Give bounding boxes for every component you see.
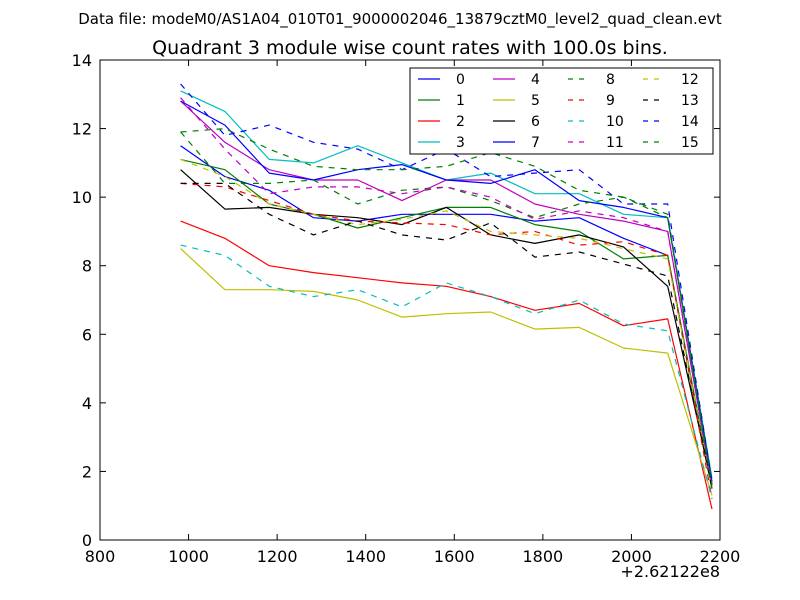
legend-label-4: 4 [531,72,540,88]
y-tick-label: 0 [82,531,92,550]
legend-box [409,67,714,155]
series-line-2 [180,220,713,510]
legend-label-11: 11 [606,135,624,151]
y-tick-label: 12 [72,120,92,139]
y-tick-label: 14 [72,51,92,70]
series-line-7 [180,100,713,482]
legend-label-8: 8 [606,72,615,88]
legend-label-15: 15 [681,135,699,151]
x-tick-label: 1200 [257,547,298,566]
legend-label-13: 13 [681,93,699,109]
y-tick-label: 4 [82,394,92,413]
series-line-15 [180,128,713,486]
series-line-5 [180,248,713,496]
x-tick-label: 1000 [168,547,209,566]
axis-layer: 800 1000 1200 1400 1600 1800 2000 2200024681012… [72,51,741,566]
x-tick-label: 2000 [611,547,652,566]
x-tick-label: 2200 [700,547,741,566]
y-tick-label: 6 [82,325,92,344]
x-tick-label: 800 [85,547,116,566]
series-line-13 [180,182,713,489]
legend-label-9: 9 [606,93,615,109]
legend-label-2: 2 [456,114,465,130]
x-offset-label: +2.62122e8 [620,562,720,581]
y-tick-label: 8 [82,257,92,276]
series-line-10 [180,244,713,500]
series-line-6 [180,169,713,486]
series-line-12 [180,158,713,489]
y-tick-label: 2 [82,462,92,481]
data-file-label: Data file: modeM0/AS1A04_010T01_90000020… [78,10,722,29]
legend-label-3: 3 [456,135,465,151]
legend-label-0: 0 [456,72,465,88]
chart-title: Quadrant 3 module wise count rates with … [152,37,668,59]
legend-label-12: 12 [681,72,699,88]
x-tick-label: 1600 [434,547,475,566]
legend-label-7: 7 [531,135,540,151]
plot-frame [99,59,721,541]
y-tick-label: 10 [72,188,92,207]
x-tick-label: 1800 [522,547,563,566]
legend-label-6: 6 [531,114,540,130]
x-tick-label: 1400 [345,547,386,566]
legend-label-1: 1 [456,93,465,109]
legend-label-5: 5 [531,93,540,109]
series-line-0 [180,145,713,489]
series-line-11 [180,97,713,486]
legend-label-10: 10 [606,114,624,130]
legend-label-14: 14 [681,114,699,130]
